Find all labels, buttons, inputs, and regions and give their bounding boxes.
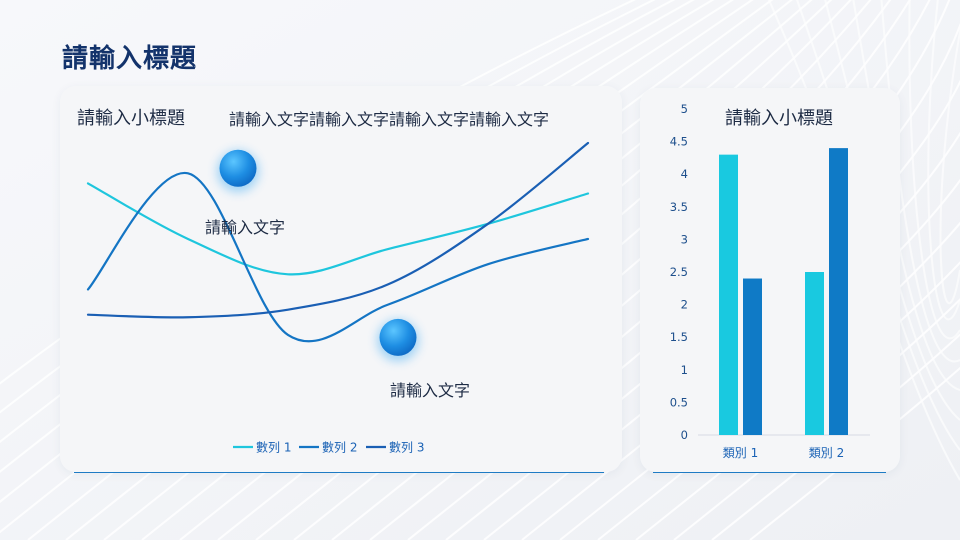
right-subtitle: 請輸入小標題 xyxy=(725,108,833,129)
legend-label-3: 數列 3 xyxy=(389,441,424,455)
y-tick-label: 3 xyxy=(681,232,688,246)
callout-label-2: 請輸入文字 xyxy=(390,381,471,400)
bar-2-1 xyxy=(805,272,824,435)
callout-label-1: 請輸入文字 xyxy=(205,218,286,237)
y-tick-label: 0.5 xyxy=(670,395,688,409)
bar-1-1 xyxy=(719,154,738,435)
left-card-divider xyxy=(74,472,604,473)
line-series-3 xyxy=(86,141,590,319)
page-title: 請輸入標題 xyxy=(62,44,198,74)
marker-point-1 xyxy=(219,149,257,187)
y-tick-label: 1 xyxy=(681,363,688,377)
y-tick-label: 4 xyxy=(681,167,688,181)
legend-label-2: 數列 2 xyxy=(322,441,357,455)
y-tick-label: 1.5 xyxy=(670,330,688,344)
left-description: 請輸入文字請輸入文字請輸入文字請輸入文字 xyxy=(229,110,550,129)
y-tick-label: 3.5 xyxy=(670,200,688,214)
legend-label-1: 數列 1 xyxy=(256,441,291,455)
y-tick-label: 5 xyxy=(681,102,688,116)
y-tick-label: 2.5 xyxy=(670,265,688,279)
line-chart-card xyxy=(60,86,622,472)
y-tick-label: 4.5 xyxy=(670,135,688,149)
right-card-divider xyxy=(653,472,886,473)
bar-chart-card xyxy=(640,88,900,472)
y-tick-label: 0 xyxy=(681,428,688,442)
bar-1-2 xyxy=(743,278,762,435)
line-series-1 xyxy=(86,182,590,276)
left-subtitle: 請輸入小標題 xyxy=(77,108,185,129)
line-series-2 xyxy=(86,172,590,343)
marker-point-2 xyxy=(379,318,417,356)
category-label-2: 類別 2 xyxy=(809,446,844,460)
bar-2-2 xyxy=(829,148,848,435)
category-label-1: 類別 1 xyxy=(723,446,758,460)
y-tick-label: 2 xyxy=(681,298,688,312)
